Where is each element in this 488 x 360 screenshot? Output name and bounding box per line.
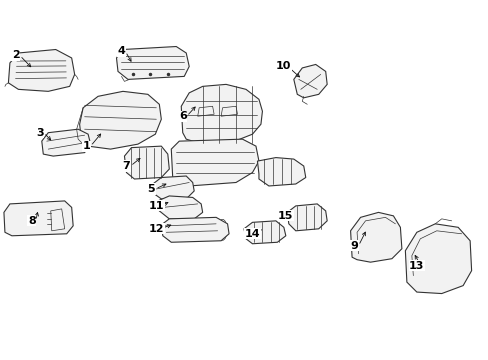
Text: 9: 9 [350,241,358,251]
Polygon shape [8,50,75,91]
Text: 7: 7 [122,161,130,171]
Polygon shape [161,217,228,242]
Polygon shape [158,196,202,219]
Text: 14: 14 [244,229,260,239]
Polygon shape [293,64,326,98]
Polygon shape [116,46,189,80]
Polygon shape [181,84,262,144]
Text: 15: 15 [278,211,293,221]
Text: 10: 10 [276,62,291,71]
Polygon shape [124,146,169,179]
Text: 3: 3 [36,128,43,138]
Polygon shape [153,176,194,199]
Polygon shape [257,158,305,186]
Text: 12: 12 [148,224,164,234]
Text: 11: 11 [148,201,164,211]
Polygon shape [80,91,161,149]
Text: 8: 8 [28,216,36,226]
Text: 4: 4 [117,46,125,57]
Polygon shape [171,139,259,186]
Polygon shape [41,129,90,156]
Polygon shape [350,212,401,262]
Text: 2: 2 [12,50,20,60]
Text: 6: 6 [179,111,186,121]
Polygon shape [244,221,285,244]
Text: 13: 13 [408,261,424,271]
Polygon shape [4,201,73,236]
Text: 1: 1 [82,141,90,151]
Polygon shape [287,204,326,231]
Text: 5: 5 [147,184,155,194]
Polygon shape [405,224,470,293]
